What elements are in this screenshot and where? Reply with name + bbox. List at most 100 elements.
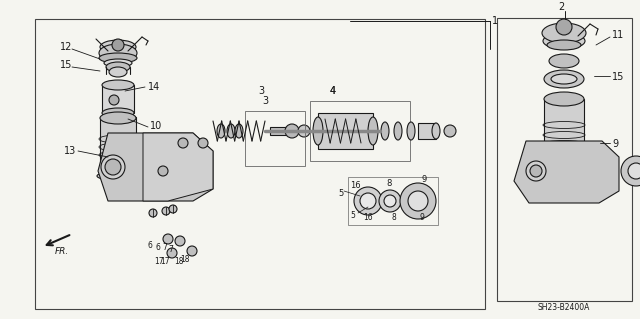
Ellipse shape	[109, 67, 127, 77]
Text: 5: 5	[338, 189, 343, 197]
Ellipse shape	[99, 53, 137, 63]
Text: 7: 7	[162, 243, 167, 253]
Text: 17: 17	[154, 256, 164, 265]
Ellipse shape	[99, 44, 137, 62]
Text: 7: 7	[168, 244, 173, 254]
Text: FR.: FR.	[55, 247, 69, 256]
Text: 13: 13	[64, 146, 76, 156]
Ellipse shape	[542, 23, 586, 43]
Circle shape	[178, 138, 188, 148]
Ellipse shape	[381, 122, 389, 140]
Text: 9: 9	[422, 174, 428, 183]
Text: 17: 17	[160, 256, 170, 265]
Text: 16: 16	[350, 181, 360, 189]
Ellipse shape	[101, 155, 125, 179]
Ellipse shape	[217, 124, 225, 138]
Bar	[497, 18, 632, 301]
Ellipse shape	[368, 117, 378, 145]
Circle shape	[379, 190, 401, 212]
Ellipse shape	[105, 159, 121, 175]
Circle shape	[167, 248, 177, 258]
Text: 15: 15	[612, 72, 625, 82]
Ellipse shape	[227, 124, 235, 138]
Ellipse shape	[549, 54, 579, 68]
Bar	[100, 117, 136, 172]
Circle shape	[169, 205, 177, 213]
Text: 11: 11	[612, 30, 624, 40]
Ellipse shape	[551, 74, 577, 84]
Ellipse shape	[97, 172, 139, 181]
Circle shape	[354, 187, 382, 215]
Bar	[544, 99, 584, 161]
Ellipse shape	[198, 162, 208, 172]
Circle shape	[175, 236, 185, 246]
Bar	[348, 177, 438, 225]
Ellipse shape	[394, 122, 402, 140]
Bar	[35, 19, 485, 309]
Text: 14: 14	[148, 82, 160, 92]
Ellipse shape	[547, 40, 581, 50]
Text: 18: 18	[174, 256, 184, 265]
Ellipse shape	[100, 112, 136, 124]
Circle shape	[360, 193, 376, 209]
Polygon shape	[143, 133, 213, 201]
Circle shape	[149, 209, 157, 217]
Text: 5: 5	[350, 211, 355, 219]
Polygon shape	[98, 133, 213, 201]
Text: 15: 15	[60, 60, 72, 70]
Circle shape	[400, 183, 436, 219]
Ellipse shape	[100, 166, 136, 178]
Ellipse shape	[313, 117, 323, 145]
Circle shape	[158, 166, 168, 176]
Ellipse shape	[526, 161, 546, 181]
Text: 2: 2	[558, 2, 564, 12]
Text: 9: 9	[612, 139, 618, 149]
Circle shape	[628, 163, 640, 179]
Bar	[102, 85, 134, 113]
Ellipse shape	[432, 123, 440, 139]
Text: 3: 3	[258, 86, 264, 96]
Ellipse shape	[106, 62, 130, 72]
Text: 18: 18	[180, 255, 189, 263]
Ellipse shape	[102, 80, 134, 90]
Circle shape	[109, 95, 119, 105]
Circle shape	[163, 234, 173, 244]
Circle shape	[556, 19, 572, 35]
Ellipse shape	[235, 124, 243, 138]
Circle shape	[285, 124, 299, 138]
Polygon shape	[514, 141, 619, 203]
Text: SH23-B2400A: SH23-B2400A	[538, 302, 590, 311]
Ellipse shape	[543, 33, 585, 49]
Circle shape	[198, 138, 208, 148]
Ellipse shape	[530, 165, 542, 177]
Ellipse shape	[407, 122, 415, 140]
Ellipse shape	[104, 59, 132, 67]
Bar	[310, 101, 410, 161]
Bar	[270, 127, 290, 135]
Text: 8: 8	[392, 212, 397, 221]
Text: 9: 9	[420, 212, 425, 221]
Ellipse shape	[194, 158, 212, 176]
Bar	[134, 173, 142, 179]
Circle shape	[112, 39, 124, 51]
Text: 12: 12	[60, 42, 72, 52]
Text: 1: 1	[492, 16, 498, 26]
Ellipse shape	[444, 125, 456, 137]
Text: 8: 8	[386, 179, 392, 188]
Circle shape	[187, 246, 197, 256]
Text: 3: 3	[262, 96, 268, 106]
Bar	[245, 111, 305, 166]
Text: 6: 6	[148, 241, 153, 250]
Ellipse shape	[102, 108, 134, 118]
Circle shape	[298, 125, 310, 137]
Text: 4: 4	[330, 86, 336, 96]
Bar	[418, 123, 436, 139]
Ellipse shape	[544, 92, 584, 106]
Bar	[318, 113, 373, 149]
Circle shape	[384, 195, 396, 207]
Text: 4: 4	[330, 86, 336, 96]
Circle shape	[621, 156, 640, 186]
Circle shape	[408, 191, 428, 211]
Text: 6: 6	[156, 242, 161, 251]
Ellipse shape	[544, 154, 584, 168]
